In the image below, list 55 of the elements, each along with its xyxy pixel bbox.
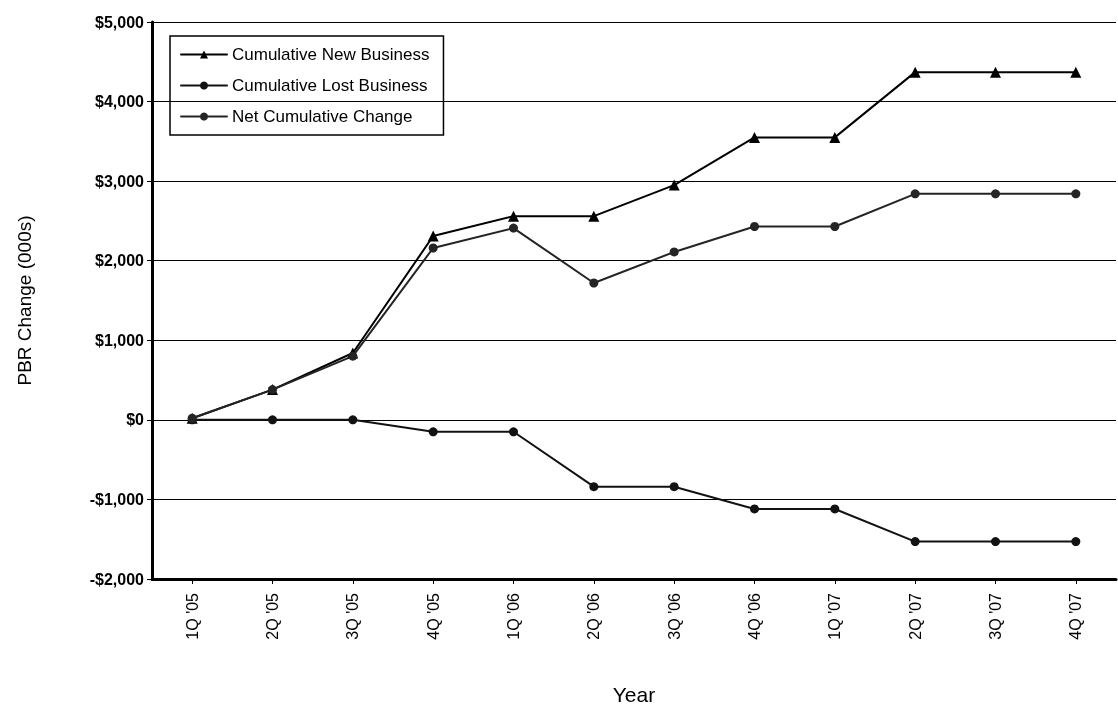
point [348, 351, 358, 361]
x-tick-label: 3Q '05 [344, 592, 362, 640]
point [1071, 537, 1081, 547]
x-tick-label: 1Q '05 [183, 592, 201, 640]
point [669, 482, 679, 492]
point [909, 66, 921, 78]
point [588, 210, 600, 222]
point [749, 131, 760, 143]
point [348, 415, 358, 425]
x-tick-label: 1Q '06 [505, 592, 522, 640]
point [1070, 66, 1082, 78]
point [589, 482, 599, 492]
point [427, 230, 439, 242]
point [1071, 189, 1081, 199]
point [829, 131, 841, 143]
point [910, 537, 920, 547]
point [991, 537, 1000, 547]
y-tick-label: -$2,000 [89, 570, 145, 588]
y-tick-label: $5,000 [95, 13, 145, 31]
point [428, 243, 438, 253]
point [668, 179, 680, 191]
legend-label: Cumulative New Business [232, 45, 430, 64]
point [750, 222, 759, 231]
point [508, 210, 519, 222]
y-axis-title: PBR Change (000s) [14, 215, 35, 386]
y-tick-label: $2,000 [95, 252, 145, 270]
y-tick-label: -$1,000 [89, 490, 145, 508]
x-tick-label: 1Q '07 [826, 592, 844, 640]
x-tick-label: 3Q '07 [987, 592, 1004, 640]
x-tick-label: 2Q '07 [906, 592, 924, 640]
point [991, 189, 1000, 199]
point [509, 427, 518, 437]
x-tick-label: 4Q '07 [1067, 592, 1085, 640]
x-tick-label: 2Q '06 [585, 592, 603, 640]
legend-label: Net Cumulative Change [232, 107, 413, 126]
x-tick-label: 3Q '06 [665, 592, 683, 640]
point [268, 415, 277, 425]
point [830, 222, 840, 231]
x-axis-title: Year [612, 683, 656, 706]
x-tick-label: 4Q '06 [746, 592, 763, 640]
point [589, 278, 599, 288]
y-tick-label: $3,000 [95, 172, 145, 190]
point [669, 247, 679, 257]
point [750, 504, 759, 514]
y-tick-label: $1,000 [95, 331, 145, 349]
x-tick-label: 2Q '05 [264, 592, 281, 640]
point [509, 223, 518, 233]
point [990, 66, 1001, 78]
x-tick-label: 4Q '05 [424, 592, 442, 640]
point [910, 189, 920, 199]
y-tick-label: $4,000 [95, 93, 145, 111]
point [830, 504, 840, 514]
y-tick-label: $0 [126, 411, 145, 429]
point [428, 427, 438, 437]
legend-label: Cumulative Lost Business [232, 76, 428, 95]
